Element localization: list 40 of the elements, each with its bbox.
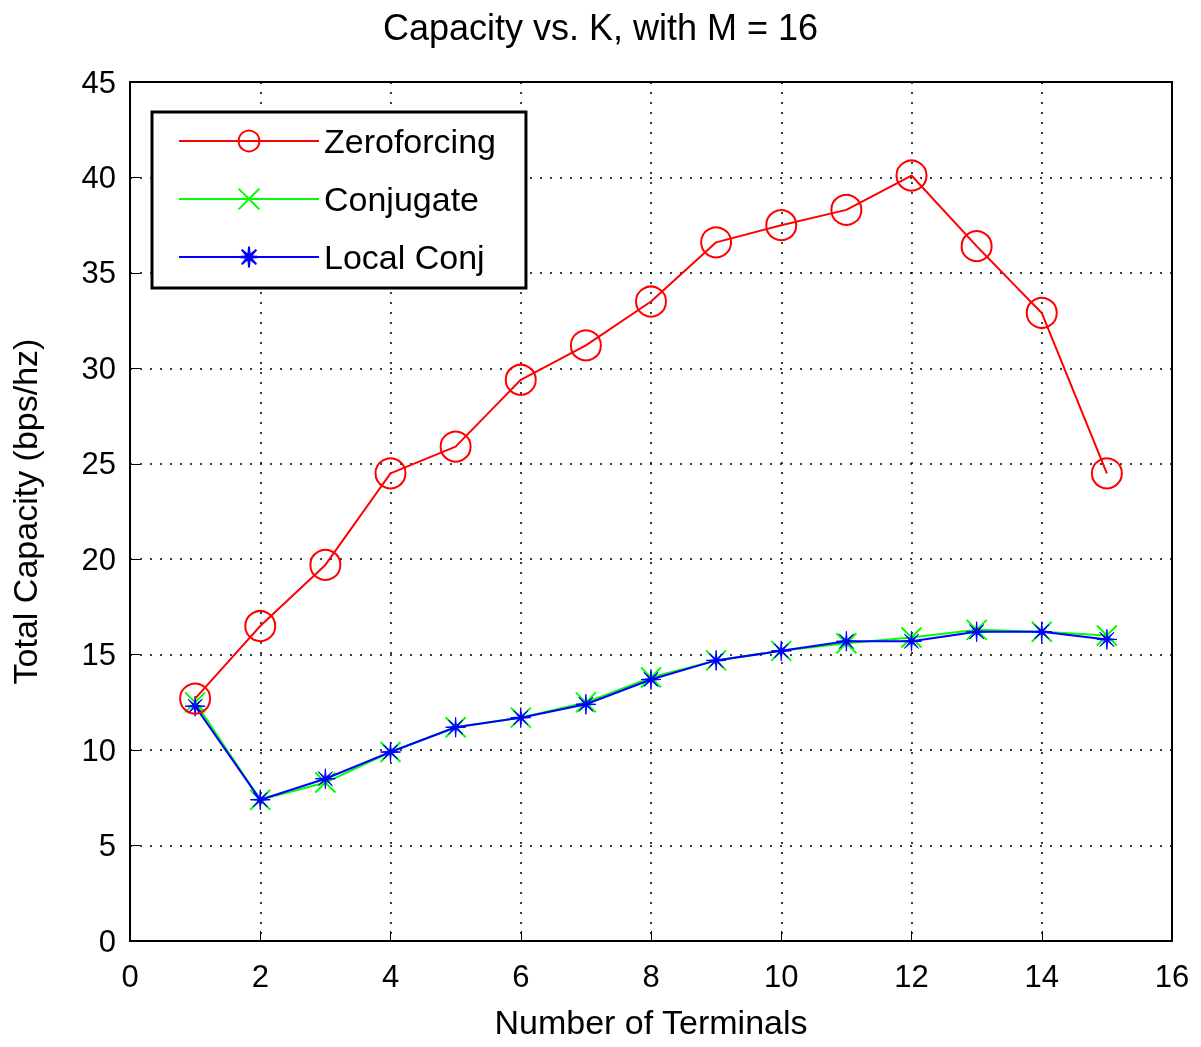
legend-label: Conjugate — [324, 180, 480, 218]
point — [700, 226, 733, 259]
y-tick-label: 5 — [98, 828, 116, 864]
x-tick-label: 2 — [251, 959, 269, 994]
point — [960, 230, 993, 263]
x-tick-label: 0 — [121, 959, 139, 994]
y-tick-label: 10 — [81, 732, 116, 768]
x-tick-label: 10 — [764, 959, 799, 994]
x-tick-label: 16 — [1154, 959, 1190, 994]
legend-label: Zeroforcing — [324, 122, 496, 160]
point — [244, 610, 277, 643]
x-tick-label: 12 — [894, 959, 929, 994]
point — [1025, 296, 1058, 329]
point — [895, 159, 928, 192]
chart-title: Capacity vs. K, with M = 16 — [382, 6, 819, 48]
point — [635, 285, 667, 318]
point — [504, 363, 537, 396]
legend-label: Local Conj — [324, 238, 485, 276]
x-axis-title: Number of Terminals — [494, 1003, 808, 1041]
point — [765, 209, 798, 242]
x-tick-label: 6 — [512, 959, 530, 994]
point — [439, 430, 472, 463]
y-axis-title: Total Capacity (bps/hz) — [6, 338, 44, 685]
y-tick-label: 15 — [81, 637, 116, 673]
point — [1090, 457, 1123, 490]
x-tick-label: 8 — [642, 959, 660, 994]
y-tick-label: 0 — [98, 923, 116, 959]
x-tick-label: 4 — [381, 959, 400, 994]
y-tick-label: 40 — [81, 159, 116, 195]
point — [830, 193, 863, 226]
y-tick-label: 25 — [81, 446, 116, 482]
point — [179, 682, 212, 715]
point — [569, 329, 602, 362]
y-tick-label: 35 — [81, 255, 116, 291]
y-tick-label: 20 — [81, 541, 116, 577]
point — [309, 548, 342, 581]
point — [374, 457, 407, 490]
x-tick-label: 14 — [1024, 959, 1059, 994]
y-tick-label: 30 — [81, 350, 116, 386]
y-tick-label: 45 — [81, 64, 116, 100]
